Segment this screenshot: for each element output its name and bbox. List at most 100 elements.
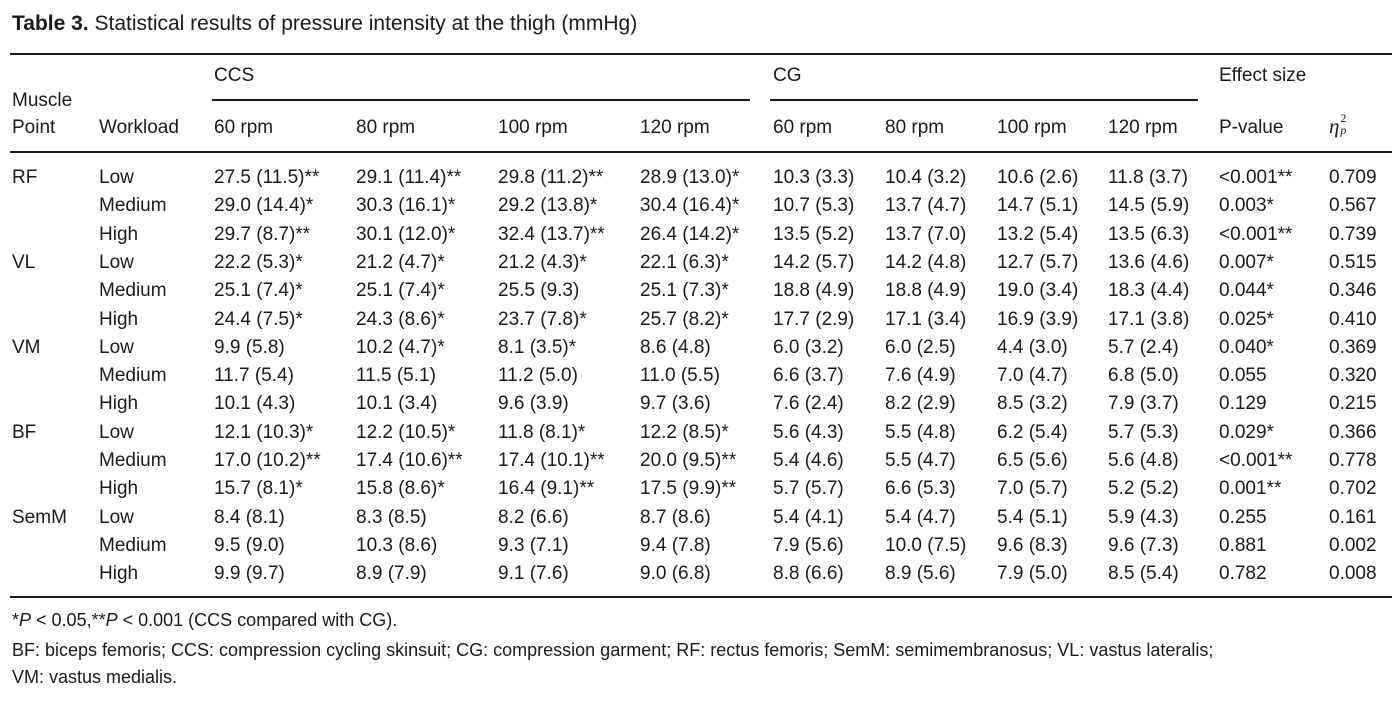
cell-ccs-80rpm: 17.4 (10.6)** xyxy=(356,450,463,471)
cell-p-value: <0.001** xyxy=(1219,223,1293,245)
cg-group-rule xyxy=(770,99,1198,101)
cell-cg-100rpm: 6.2 (5.4) xyxy=(997,421,1068,443)
cell-cg-80rpm: 5.4 (4.7) xyxy=(885,506,956,528)
footnote-star2: ** xyxy=(91,610,106,630)
cell-cg-100rpm: 19.0 (3.4) xyxy=(997,280,1079,302)
header-workload: Workload xyxy=(99,117,179,138)
header-cg-60rpm: 60 rpm xyxy=(773,117,833,138)
eta-superscript: 2 xyxy=(1340,111,1347,125)
cell-partial-eta-squared: 0.161 xyxy=(1329,506,1377,528)
cell-ccs-60rpm: 9.5 (9.0) xyxy=(214,534,285,556)
footnote-p2: P xyxy=(105,610,118,630)
cell-cg-80rpm: 8.9 (5.6) xyxy=(885,563,956,585)
cell-ccs-80rpm: 21.2 (4.7)* xyxy=(356,251,445,273)
header-ccs-60rpm: 60 rpm xyxy=(214,117,274,138)
header-ccs-80rpm: 80 rpm xyxy=(356,117,416,138)
cell-cg-120rpm: 5.9 (4.3) xyxy=(1108,506,1179,528)
cell-cg-100rpm: 16.9 (3.9) xyxy=(997,308,1079,330)
cell-cg-120rpm: 8.5 (5.4) xyxy=(1108,563,1179,585)
cell-ccs-120rpm: 30.4 (16.4)* xyxy=(640,195,740,217)
cell-cg-80rpm: 6.6 (5.3) xyxy=(885,478,956,500)
row-workload: Low xyxy=(99,251,134,273)
cell-cg-120rpm: 5.6 (4.8) xyxy=(1108,450,1179,471)
cell-cg-80rpm: 14.2 (4.8) xyxy=(885,251,967,273)
cell-ccs-60rpm: 17.0 (10.2)** xyxy=(214,450,321,471)
cell-cg-80rpm: 13.7 (7.0) xyxy=(885,223,967,245)
cell-ccs-80rpm: 10.1 (3.4) xyxy=(356,393,438,415)
table-caption: Table 3. Statistical results of pressure… xyxy=(12,12,637,36)
cell-ccs-80rpm: 25.1 (7.4)* xyxy=(356,280,445,302)
cell-partial-eta-squared: 0.215 xyxy=(1329,393,1377,415)
cell-cg-120rpm: 13.6 (4.6) xyxy=(1108,251,1190,273)
cell-partial-eta-squared: 0.709 xyxy=(1329,167,1377,188)
cell-ccs-100rpm: 9.3 (7.1) xyxy=(498,534,569,556)
cell-cg-80rpm: 5.5 (4.7) xyxy=(885,450,956,471)
cell-cg-60rpm: 5.4 (4.6) xyxy=(773,450,844,471)
cell-ccs-100rpm: 17.4 (10.1)** xyxy=(498,450,605,471)
cell-cg-60rpm: 10.7 (5.3) xyxy=(773,195,855,217)
cell-cg-100rpm: 6.5 (5.6) xyxy=(997,450,1068,471)
table-caption-label: Table 3. xyxy=(12,12,89,35)
row-muscle-point: SemM xyxy=(12,506,67,528)
cell-p-value: 0.040* xyxy=(1219,336,1274,358)
cell-partial-eta-squared: 0.346 xyxy=(1329,280,1377,302)
cell-ccs-80rpm: 8.9 (7.9) xyxy=(356,563,427,585)
eta-symbol: η xyxy=(1329,114,1340,138)
cell-cg-120rpm: 7.9 (3.7) xyxy=(1108,393,1179,415)
cell-p-value: 0.881 xyxy=(1219,534,1267,556)
cell-ccs-120rpm: 9.0 (6.8) xyxy=(640,563,711,585)
cell-ccs-100rpm: 11.2 (5.0) xyxy=(498,365,578,387)
cell-cg-100rpm: 4.4 (3.0) xyxy=(997,336,1068,358)
cell-ccs-80rpm: 15.8 (8.6)* xyxy=(356,478,445,500)
header-muscle-point-line2: Point xyxy=(12,117,56,138)
cell-ccs-60rpm: 27.5 (11.5)** xyxy=(214,167,320,188)
cell-ccs-120rpm: 25.1 (7.3)* xyxy=(640,280,729,302)
footnote-p1: P xyxy=(19,610,32,630)
cell-cg-60rpm: 6.0 (3.2) xyxy=(773,336,844,358)
cell-ccs-100rpm: 9.6 (3.9) xyxy=(498,393,569,415)
cell-ccs-100rpm: 21.2 (4.3)* xyxy=(498,251,587,273)
cell-ccs-60rpm: 29.0 (14.4)* xyxy=(214,195,314,217)
cell-ccs-60rpm: 29.7 (8.7)** xyxy=(214,223,311,245)
cell-partial-eta-squared: 0.702 xyxy=(1329,478,1377,500)
cell-ccs-120rpm: 22.1 (6.3)* xyxy=(640,251,729,273)
cell-ccs-100rpm: 11.8 (8.1)* xyxy=(498,421,586,443)
cell-ccs-80rpm: 24.3 (8.6)* xyxy=(356,308,445,330)
cell-cg-80rpm: 10.4 (3.2) xyxy=(885,167,967,188)
row-workload: High xyxy=(99,223,139,245)
cell-ccs-60rpm: 11.7 (5.4) xyxy=(214,365,294,387)
cell-cg-80rpm: 8.2 (2.9) xyxy=(885,393,956,415)
cell-cg-100rpm: 10.6 (2.6) xyxy=(997,167,1079,188)
cell-ccs-60rpm: 22.2 (5.3)* xyxy=(214,251,303,273)
cell-ccs-60rpm: 9.9 (9.7) xyxy=(214,563,285,585)
row-workload: Medium xyxy=(99,450,167,471)
cell-cg-100rpm: 7.0 (4.7) xyxy=(997,365,1068,387)
cell-partial-eta-squared: 0.369 xyxy=(1329,336,1377,358)
cell-cg-60rpm: 14.2 (5.7) xyxy=(773,251,855,273)
cell-cg-80rpm: 5.5 (4.8) xyxy=(885,421,956,443)
footnote-threshold2: < 0.001 (CCS compared with CG). xyxy=(117,610,398,630)
cell-ccs-120rpm: 9.7 (3.6) xyxy=(640,393,711,415)
cell-p-value: <0.001** xyxy=(1219,450,1293,471)
cell-cg-60rpm: 13.5 (5.2) xyxy=(773,223,855,245)
row-workload: Low xyxy=(99,336,134,358)
cell-partial-eta-squared: 0.739 xyxy=(1329,223,1377,245)
cell-cg-60rpm: 8.8 (6.6) xyxy=(773,563,844,585)
cell-cg-100rpm: 14.7 (5.1) xyxy=(997,195,1079,217)
row-muscle-point: VM xyxy=(12,336,41,358)
row-workload: Medium xyxy=(99,365,167,387)
cell-ccs-60rpm: 12.1 (10.3)* xyxy=(214,421,314,443)
cell-cg-120rpm: 14.5 (5.9) xyxy=(1108,195,1190,217)
cell-ccs-100rpm: 23.7 (7.8)* xyxy=(498,308,587,330)
cell-ccs-80rpm: 12.2 (10.5)* xyxy=(356,421,456,443)
cell-cg-60rpm: 5.7 (5.7) xyxy=(773,478,844,500)
cell-p-value: 0.025* xyxy=(1219,308,1274,330)
cell-ccs-120rpm: 26.4 (14.2)* xyxy=(640,223,740,245)
table-bottom-rule xyxy=(10,596,1392,598)
cell-ccs-60rpm: 15.7 (8.1)* xyxy=(214,478,303,500)
cell-ccs-120rpm: 11.0 (5.5) xyxy=(640,365,720,387)
cell-p-value: 0.055 xyxy=(1219,365,1267,387)
header-bottom-rule xyxy=(10,151,1392,153)
